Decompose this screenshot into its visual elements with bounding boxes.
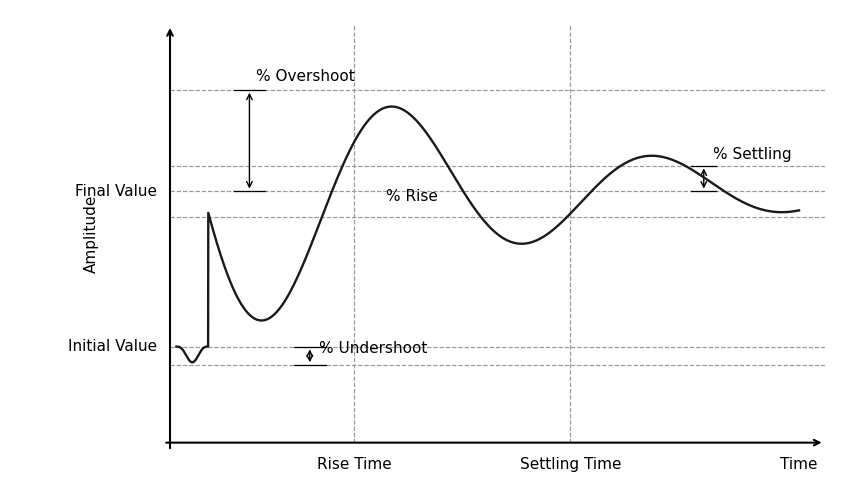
Text: Amplitude: Amplitude <box>84 195 99 273</box>
Text: % Settling: % Settling <box>713 147 792 162</box>
Text: % Rise: % Rise <box>386 190 438 204</box>
Text: Settling Time: Settling Time <box>519 457 621 472</box>
Text: Rise Time: Rise Time <box>317 457 392 472</box>
Text: Time: Time <box>780 457 818 472</box>
Text: Initial Value: Initial Value <box>68 339 157 354</box>
Text: Final Value: Final Value <box>75 184 157 199</box>
Text: % Undershoot: % Undershoot <box>320 341 428 356</box>
Text: % Overshoot: % Overshoot <box>256 69 354 85</box>
